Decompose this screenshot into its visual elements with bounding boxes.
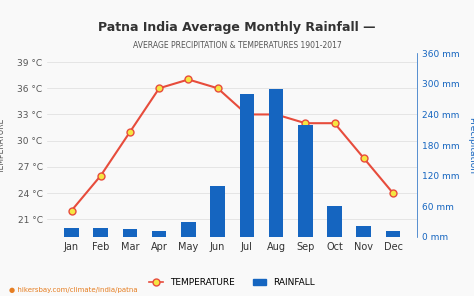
Point bbox=[389, 191, 397, 195]
Point bbox=[301, 121, 309, 126]
Point bbox=[360, 156, 367, 160]
Bar bbox=[64, 228, 79, 237]
Legend: TEMPERATURE, RAINFALL: TEMPERATURE, RAINFALL bbox=[146, 275, 319, 291]
Text: Patna India Average Monthly Rainfall —: Patna India Average Monthly Rainfall — bbox=[98, 21, 376, 34]
Bar bbox=[210, 186, 225, 237]
Point bbox=[243, 112, 251, 117]
Y-axis label: TEMPERATURE: TEMPERATURE bbox=[0, 117, 6, 173]
Text: AVERAGE PRECIPITATION & TEMPERATURES 1901-2017: AVERAGE PRECIPITATION & TEMPERATURES 190… bbox=[133, 41, 341, 50]
Point bbox=[272, 112, 280, 117]
Bar bbox=[123, 229, 137, 237]
Point bbox=[155, 86, 163, 91]
Bar bbox=[181, 221, 196, 237]
Point bbox=[185, 77, 192, 82]
Bar bbox=[239, 94, 254, 237]
Point bbox=[214, 86, 221, 91]
Text: ● hikersbay.com/climate/india/patna: ● hikersbay.com/climate/india/patna bbox=[9, 287, 138, 293]
Point bbox=[97, 173, 105, 178]
Point bbox=[331, 121, 338, 126]
Bar bbox=[386, 231, 401, 237]
Bar bbox=[327, 206, 342, 237]
Bar bbox=[269, 89, 283, 237]
Bar bbox=[356, 226, 371, 237]
Bar bbox=[93, 228, 108, 237]
Y-axis label: Precipitation: Precipitation bbox=[467, 117, 474, 173]
Point bbox=[126, 130, 134, 134]
Bar bbox=[298, 125, 313, 237]
Bar bbox=[152, 231, 166, 237]
Point bbox=[68, 208, 75, 213]
